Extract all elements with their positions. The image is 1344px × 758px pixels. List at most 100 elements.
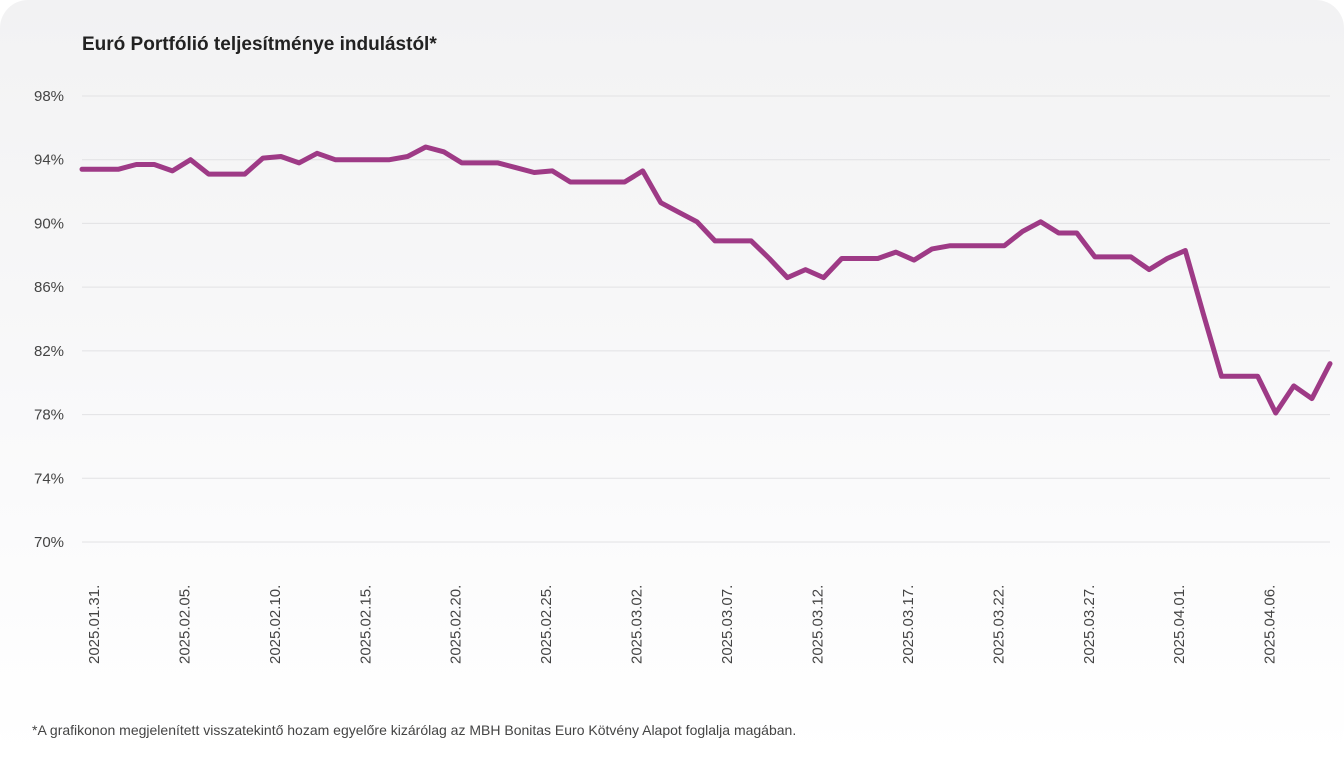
data-point — [713, 238, 718, 243]
data-point — [459, 160, 464, 165]
series — [79, 144, 1333, 416]
data-point — [98, 167, 103, 172]
data-point — [1129, 254, 1134, 259]
data-point — [1147, 267, 1152, 272]
y-tick-label: 70% — [34, 534, 64, 551]
data-point — [477, 160, 482, 165]
data-point — [170, 168, 175, 173]
data-point — [206, 172, 211, 177]
data-point — [514, 165, 519, 170]
data-point — [767, 256, 772, 261]
data-point — [694, 219, 699, 224]
x-tick-label: 2025.04.01. — [1171, 585, 1188, 664]
data-point — [1309, 396, 1314, 401]
data-point — [224, 172, 229, 177]
data-point — [1237, 374, 1242, 379]
data-point — [532, 170, 537, 175]
data-point — [116, 167, 121, 172]
data-point — [297, 160, 302, 165]
data-point — [1038, 219, 1043, 224]
data-point — [496, 160, 501, 165]
data-point — [1291, 383, 1296, 388]
x-tick-label: 2025.03.12. — [809, 585, 826, 664]
data-point — [1074, 230, 1079, 235]
data-point — [423, 144, 428, 149]
data-point — [821, 275, 826, 280]
data-point — [260, 156, 265, 161]
data-point — [405, 154, 410, 159]
data-point — [333, 157, 338, 162]
data-point — [731, 238, 736, 243]
data-point — [966, 243, 971, 248]
chart-title: Euró Portfólió teljesítménye indulástól* — [82, 34, 437, 55]
data-point — [80, 167, 85, 172]
data-point — [803, 267, 808, 272]
data-point — [875, 256, 880, 261]
data-point — [1219, 374, 1224, 379]
y-tick-label: 94% — [34, 152, 64, 169]
data-point — [1183, 248, 1188, 253]
data-point — [893, 250, 898, 255]
x-tick-label: 2025.04.06. — [1262, 585, 1279, 664]
data-point — [568, 180, 573, 185]
data-point — [1255, 374, 1260, 379]
data-point — [948, 243, 953, 248]
data-point — [351, 157, 356, 162]
y-tick-label: 86% — [34, 279, 64, 296]
data-point — [152, 162, 157, 167]
data-point — [857, 256, 862, 261]
data-point — [785, 275, 790, 280]
data-point — [1002, 243, 1007, 248]
data-point — [1110, 254, 1115, 259]
data-point — [622, 180, 627, 185]
y-tick-label: 82% — [34, 343, 64, 360]
data-point — [278, 154, 283, 159]
data-point — [984, 243, 989, 248]
footnote: *A grafikonon megjelenített visszatekint… — [32, 722, 797, 738]
x-tick-label: 2025.03.22. — [990, 585, 1007, 664]
x-tick-label: 2025.01.31. — [86, 585, 103, 664]
y-tick-label: 74% — [34, 470, 64, 487]
data-point — [369, 157, 374, 162]
gridlines — [82, 95, 1330, 543]
x-tick-label: 2025.02.05. — [176, 585, 193, 664]
data-point — [134, 162, 139, 167]
x-tick-label: 2025.03.02. — [629, 585, 646, 664]
data-point — [387, 157, 392, 162]
data-point — [1328, 361, 1333, 366]
y-tick-label: 78% — [34, 407, 64, 424]
x-tick-label: 2025.02.10. — [267, 585, 284, 664]
data-point — [188, 157, 193, 162]
data-point — [315, 151, 320, 156]
x-tick-label: 2025.03.27. — [1081, 585, 1098, 664]
x-tick-label: 2025.02.25. — [538, 585, 555, 664]
data-point — [604, 180, 609, 185]
data-point — [441, 149, 446, 154]
data-point — [930, 246, 935, 251]
data-point — [1201, 312, 1206, 317]
data-point — [1273, 410, 1278, 415]
data-point — [839, 256, 844, 261]
data-point — [912, 258, 917, 263]
y-axis-ticks: 98% 94% 90% 86% 82% 78% 74% 70% — [34, 88, 64, 551]
x-axis-ticks: 2025.01.31. 2025.02.05. 2025.02.10. 2025.02… — [86, 585, 1279, 664]
x-tick-label: 2025.03.17. — [900, 585, 917, 664]
data-point — [1092, 254, 1097, 259]
series-line — [79, 144, 1333, 416]
data-point — [658, 200, 663, 205]
data-point — [1020, 229, 1025, 234]
data-point — [1165, 256, 1170, 261]
data-point — [640, 168, 645, 173]
y-tick-label: 98% — [34, 88, 64, 105]
x-tick-label: 2025.02.15. — [357, 585, 374, 664]
y-tick-label: 90% — [34, 215, 64, 232]
data-point — [1056, 230, 1061, 235]
data-point — [242, 172, 247, 177]
data-point — [550, 168, 555, 173]
x-tick-label: 2025.03.07. — [719, 585, 736, 664]
x-tick-label: 2025.02.20. — [448, 585, 465, 664]
data-point — [749, 238, 754, 243]
data-point — [676, 210, 681, 215]
